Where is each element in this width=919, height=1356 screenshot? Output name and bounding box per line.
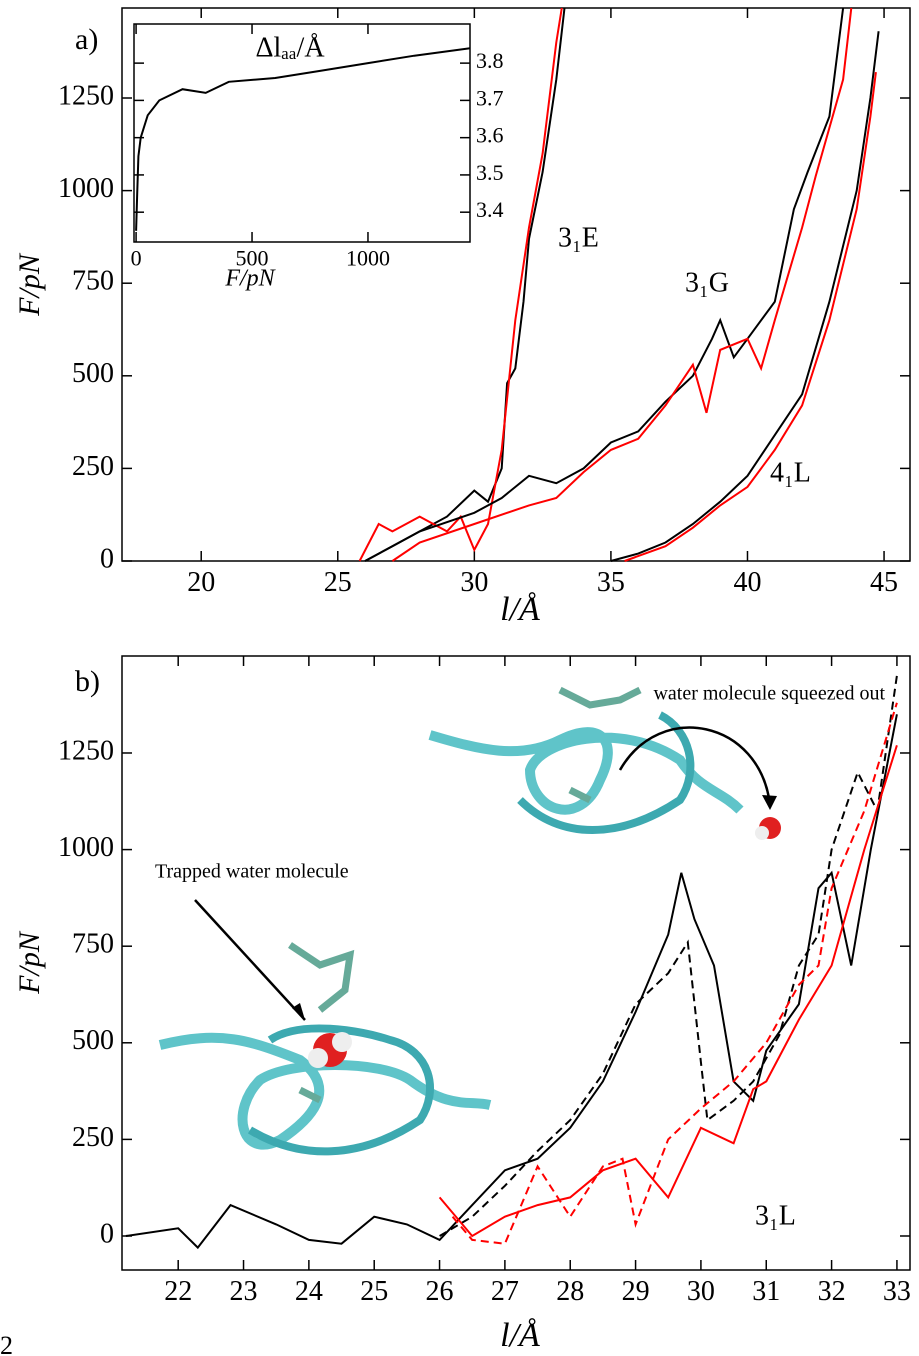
data-line <box>358 7 563 562</box>
x-axis-label: F/pN <box>224 266 276 292</box>
x-tick-label: 1000 <box>346 246 390 271</box>
data-line <box>364 7 845 562</box>
y-axis-label: F/pN <box>13 930 46 995</box>
y-tick-label: 250 <box>72 1122 114 1153</box>
x-tick-label: 0 <box>131 246 142 271</box>
x-tick-label: 28 <box>556 1276 584 1307</box>
y-tick-label: 250 <box>72 451 114 482</box>
x-tick-label: 45 <box>870 567 898 598</box>
y-tick-label: 1250 <box>58 735 114 766</box>
x-tick-label: 500 <box>236 246 269 271</box>
y-tick-label: 500 <box>72 358 114 389</box>
annotation: 3₁G <box>685 267 729 298</box>
molecule-left <box>158 899 492 1156</box>
x-tick-label: 30 <box>687 1276 715 1307</box>
data-line <box>624 71 877 562</box>
annotation: 3₁E <box>558 222 599 253</box>
arrow-head <box>292 1003 305 1020</box>
y-tick-label: 0 <box>100 543 114 574</box>
y-tick-label: 0 <box>100 1218 114 1249</box>
residue <box>288 942 355 1104</box>
x-tick-label: 27 <box>491 1276 519 1307</box>
x-tick-label: 23 <box>230 1276 258 1307</box>
ribbon <box>428 727 744 815</box>
arrow-head <box>762 795 777 810</box>
y-tick-label: 1000 <box>58 832 114 863</box>
ribbon <box>247 1024 434 1156</box>
x-tick-label: 22 <box>164 1276 192 1307</box>
molecule-right <box>428 686 781 840</box>
data-line <box>438 745 898 1238</box>
panel-label: a) <box>75 23 98 56</box>
y-tick-label: 750 <box>72 929 114 960</box>
data-line <box>610 31 880 562</box>
y-tick-label: 3.6 <box>476 123 504 148</box>
x-tick-label: 30 <box>460 567 488 598</box>
x-axis-label: l/Å <box>500 591 540 628</box>
x-tick-label: 40 <box>733 567 761 598</box>
arrow <box>194 899 306 1021</box>
y-tick-label: 3.4 <box>476 197 504 222</box>
residue <box>558 686 642 804</box>
water-hydrogen <box>332 1032 352 1052</box>
x-tick-label: 26 <box>426 1276 454 1307</box>
y-tick-label: 750 <box>72 266 114 297</box>
arrow <box>618 726 772 806</box>
y-tick-label: 3.5 <box>476 160 504 185</box>
water-hydrogen <box>755 826 769 840</box>
panel-label: b) <box>75 665 100 698</box>
plot-frame <box>121 655 911 1271</box>
data-line <box>451 702 898 1245</box>
ribbon <box>517 711 695 834</box>
y-tick-label: 1250 <box>58 80 114 111</box>
y-tick-label: 500 <box>72 1025 114 1056</box>
annotation: 3₁L <box>755 1200 796 1231</box>
ribbon <box>158 1032 492 1150</box>
annotation: Trapped water molecule <box>155 861 349 883</box>
y-tick-label: 1000 <box>58 173 114 204</box>
x-axis-label: l/Å <box>500 1317 540 1354</box>
y-tick-label: 3.7 <box>476 85 504 110</box>
data-line <box>135 47 471 231</box>
data-line <box>439 675 898 1237</box>
x-tick-label: 25 <box>360 1276 388 1307</box>
x-tick-label: 32 <box>818 1276 846 1307</box>
data-line <box>391 7 853 562</box>
y-axis-label: F/pN <box>13 252 46 317</box>
y-tick-label: 3.8 <box>476 48 504 73</box>
data-line <box>125 714 898 1250</box>
inset-title: Δlₐₐ/Å <box>255 32 325 63</box>
plot-frame <box>133 23 471 243</box>
x-tick-label: 31 <box>752 1276 780 1307</box>
plot-frame <box>121 7 911 562</box>
x-tick-label: 25 <box>324 567 352 598</box>
water-hydrogen <box>308 1048 328 1068</box>
x-tick-label: 29 <box>622 1276 650 1307</box>
x-tick-label: 24 <box>295 1276 323 1307</box>
x-tick-label: 33 <box>883 1276 911 1307</box>
x-tick-label: 20 <box>187 567 215 598</box>
page-number: 2 <box>0 1331 13 1356</box>
annotation: water molecule squeezed out <box>653 683 885 705</box>
annotation: 4₁L <box>770 457 811 488</box>
x-tick-label: 35 <box>597 567 625 598</box>
